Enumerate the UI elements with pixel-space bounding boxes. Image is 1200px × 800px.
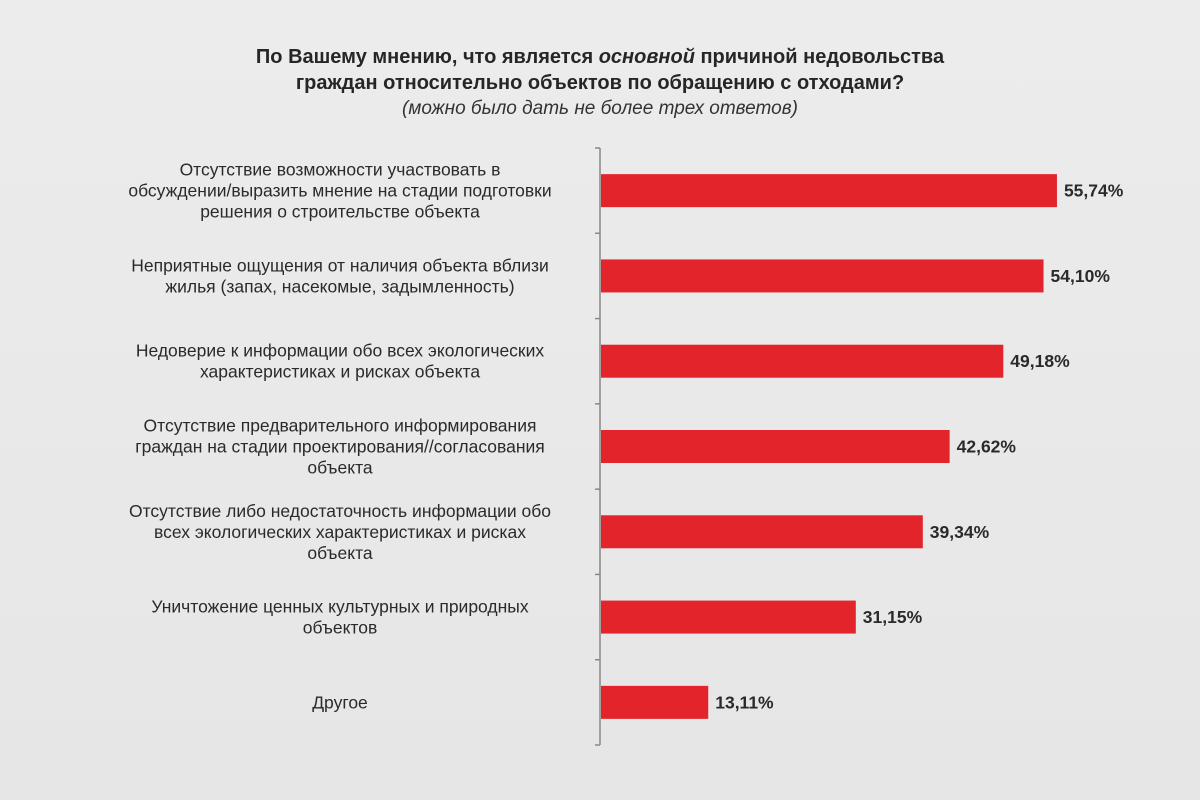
category-label-line: объектов bbox=[303, 618, 378, 638]
data-label: 31,15% bbox=[863, 607, 923, 627]
category-label-line: Отсутствие возможности участвовать в bbox=[180, 160, 501, 180]
bar bbox=[601, 515, 923, 549]
category-label-line: Другое bbox=[312, 692, 368, 712]
category-label: Отсутствие предварительного информирован… bbox=[135, 416, 545, 478]
chart-title-part: причиной недовольства bbox=[694, 46, 945, 68]
category-label-line: объекта bbox=[307, 543, 373, 563]
data-label: 42,62% bbox=[957, 437, 1017, 457]
chart-title: По Вашему мнению, что является основной … bbox=[100, 44, 1100, 96]
category-label-line: всех экологических характеристиках и рис… bbox=[154, 522, 526, 542]
category-label: Недоверие к информации обо всех экологич… bbox=[136, 341, 545, 382]
category-label: Уничтожение ценных культурных и природны… bbox=[151, 597, 528, 638]
category-label-line: граждан на стадии проектирования//соглас… bbox=[135, 437, 545, 457]
category-label-line: Уничтожение ценных культурных и природны… bbox=[151, 597, 528, 617]
category-label: Другое bbox=[312, 692, 368, 712]
category-label-line: объекта bbox=[307, 458, 373, 478]
bar bbox=[601, 430, 950, 463]
bar bbox=[601, 174, 1057, 208]
category-label-line: Отсутствие либо недостаточность информац… bbox=[129, 501, 551, 521]
bar bbox=[601, 259, 1044, 293]
chart-title-line-2: граждан относительно объектов по обращен… bbox=[295, 72, 905, 94]
data-label: 13,11% bbox=[715, 692, 774, 712]
category-label-line: Недоверие к информации обо всех экологич… bbox=[136, 341, 545, 361]
chart-subtitle: (можно было дать не более трех ответов) bbox=[402, 98, 798, 119]
data-label: 55,74% bbox=[1064, 181, 1124, 201]
category-label: Отсутствие либо недостаточность информац… bbox=[129, 501, 551, 563]
chart-title-emphasis: основной bbox=[598, 46, 695, 68]
data-label: 39,34% bbox=[930, 522, 990, 542]
category-label-line: жилья (запах, насекомые, задымленность) bbox=[165, 276, 514, 296]
data-label: 49,18% bbox=[1010, 351, 1070, 371]
bar bbox=[601, 344, 1004, 378]
chart-title-line-1: По Вашему мнению, что является основной … bbox=[100, 44, 1100, 70]
bar bbox=[601, 685, 709, 719]
category-label-line: обсуждении/выразить мнение на стадии под… bbox=[128, 181, 551, 201]
category-label: Неприятные ощущения от наличия объекта в… bbox=[131, 255, 549, 296]
category-label-line: характеристиках и рисках объекта bbox=[200, 362, 480, 382]
bar bbox=[601, 600, 856, 634]
category-label-line: Отсутствие предварительного информирован… bbox=[144, 416, 537, 436]
category-label-line: Неприятные ощущения от наличия объекта в… bbox=[131, 255, 549, 275]
category-label-line: решения о строительстве объекта bbox=[200, 202, 480, 222]
data-label: 54,10% bbox=[1051, 266, 1111, 286]
chart-title-part: По Вашему мнению, что является bbox=[255, 46, 599, 68]
category-label: Отсутствие возможности участвовать в обсу… bbox=[128, 160, 551, 222]
